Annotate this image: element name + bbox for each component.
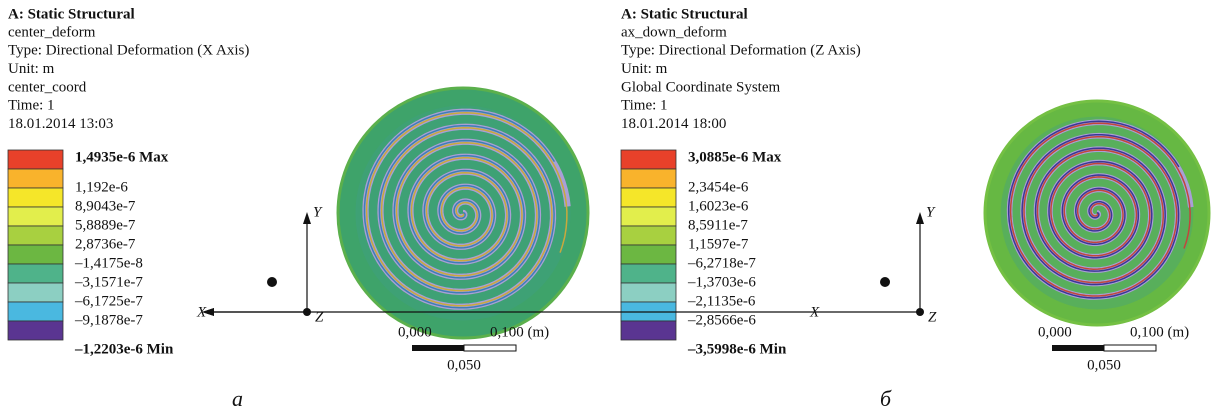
legend-label: 1,6023e-6 [688, 198, 749, 214]
info-line: Time: 1 [621, 98, 668, 114]
scale-bar [464, 345, 516, 351]
legend-swatch [621, 226, 676, 245]
view-dot [267, 277, 277, 287]
info-line: Unit: m [8, 61, 55, 77]
legend-swatch [8, 169, 63, 188]
legend-swatch [8, 283, 63, 302]
legend-label: –3,5998e-6 Min [687, 341, 787, 357]
scale-label: 0,000 [398, 324, 432, 340]
info-line: 18.01.2014 13:03 [8, 116, 113, 132]
info-line: Global Coordinate System [621, 79, 780, 95]
legend-swatch [8, 207, 63, 226]
info-line: 18.01.2014 18:00 [621, 116, 726, 132]
panel-title: A: Static Structural [621, 6, 748, 22]
legend-label: –2,8566e-6 [687, 312, 756, 328]
arrow-head [916, 212, 924, 224]
axis-label: Y [313, 204, 323, 220]
info-line: center_deform [8, 24, 96, 40]
scale-bar [1104, 345, 1156, 351]
legend-label: 8,5911e-7 [688, 217, 748, 233]
figure: A: Static Structural center_deform Type: D… [0, 0, 1228, 414]
scale-label: 0,100 (m) [490, 324, 549, 340]
legend-swatch [8, 188, 63, 207]
legend-label: –3,1571e-7 [74, 274, 143, 290]
legend-swatch [621, 245, 676, 264]
legend-label: 3,0885e-6 Max [688, 149, 782, 165]
scale-label: 0,050 [447, 357, 481, 373]
legend-label: –1,3703e-6 [687, 274, 756, 290]
info-line: Unit: m [621, 61, 668, 77]
legend-label: 1,1597e-7 [688, 236, 749, 252]
legend-label: 5,8889e-7 [75, 217, 136, 233]
arrow-head [303, 212, 311, 224]
scale-label: 0,050 [1087, 357, 1121, 373]
legend-swatch [8, 302, 63, 321]
scale-label: 0,000 [1038, 324, 1072, 340]
legend-label: 2,8736e-7 [75, 236, 136, 252]
slot [436, 36, 454, 66]
panel-title: A: Static Structural [8, 6, 135, 22]
legend-label: –1,4175e-8 [74, 255, 143, 271]
legend-swatch [621, 207, 676, 226]
origin [916, 308, 924, 316]
legend-swatch [8, 245, 63, 264]
legend-swatch [621, 264, 676, 283]
legend-swatch [8, 226, 63, 245]
view-dot [880, 277, 890, 287]
scale-bar [412, 345, 464, 351]
legend-label: –6,2718e-7 [687, 255, 756, 271]
axis-label: Y [926, 204, 936, 220]
info-line: Type: Directional Deformation (Z Axis) [621, 43, 861, 59]
info-line: Time: 1 [8, 98, 55, 114]
axis-label: X [809, 304, 820, 320]
caption: б [880, 386, 892, 411]
legend-swatch [621, 169, 676, 188]
legend-label: –9,1878e-7 [74, 312, 143, 328]
info-line: Type: Directional Deformation (X Axis) [8, 43, 249, 59]
caption: а [232, 386, 243, 411]
scale-label: 0,100 (m) [1130, 324, 1189, 340]
axis-label: Z [928, 309, 937, 325]
legend-label: –1,2203e-6 Min [74, 341, 174, 357]
legend-swatch [8, 321, 63, 340]
info-line: ax_down_deform [621, 24, 727, 40]
legend-label: –2,1135e-6 [687, 293, 756, 309]
legend-swatch [8, 150, 63, 169]
legend-swatch [8, 264, 63, 283]
legend-label: –6,1725e-7 [74, 293, 143, 309]
legend-swatch [621, 150, 676, 169]
legend-label: 8,9043e-7 [75, 198, 136, 214]
info-line: center_coord [8, 79, 87, 95]
legend-swatch [621, 283, 676, 302]
legend-label: 2,3454e-6 [688, 179, 749, 195]
legend-swatch [621, 188, 676, 207]
legend-label: 1,192e-6 [75, 179, 128, 195]
legend-swatch [621, 321, 676, 340]
legend-label: 1,4935e-6 Max [75, 149, 169, 165]
scale-bar [1052, 345, 1104, 351]
